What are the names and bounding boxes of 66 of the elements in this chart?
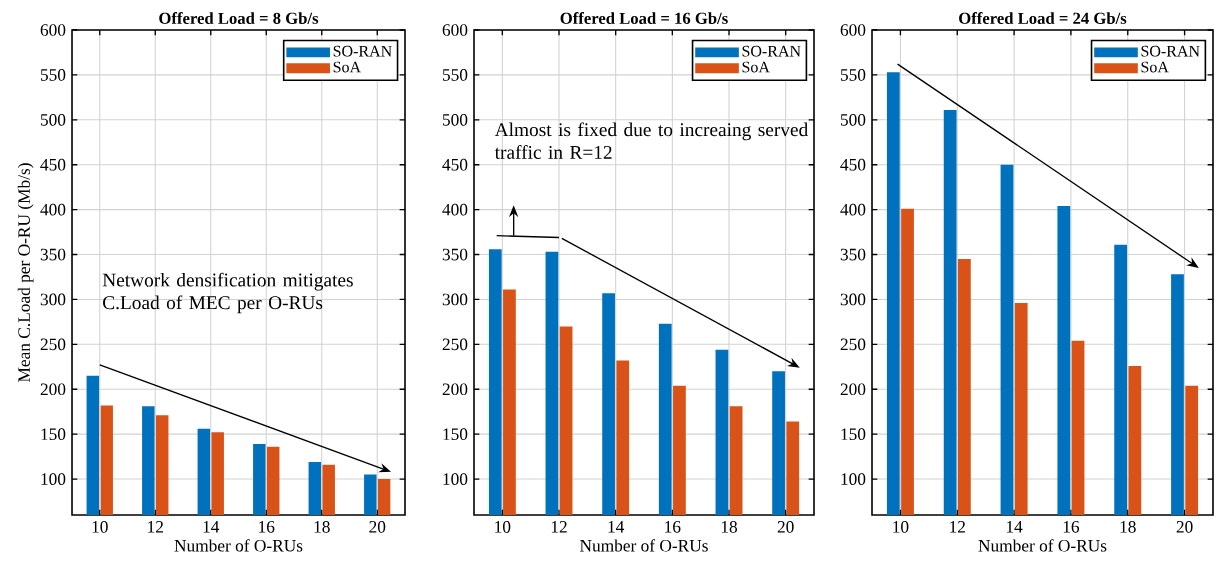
y-tick-label: 450 (40, 158, 66, 171)
y-tick-label: 400 (840, 203, 866, 216)
y-tick-label: 100 (841, 473, 866, 485)
x-tick-label: 18 (1120, 521, 1136, 533)
x-tick-label: 12 (551, 521, 567, 533)
x-tick-label: 14 (608, 521, 625, 533)
y-tick-label: 100 (443, 473, 468, 485)
x-tick-label: 20 (1176, 521, 1193, 533)
x-tick-label: 16 (1063, 521, 1080, 533)
x-tick-label: 16 (665, 521, 681, 533)
y-axis-title: Mean C.Load per O-RU (Mb/s) (17, 163, 34, 382)
y-tick-label: 250 (40, 338, 66, 351)
x-tick-label: 20 (369, 521, 386, 533)
y-tick-label: 300 (442, 293, 468, 306)
x-tick-label: 14 (203, 521, 220, 533)
y-tick-label: 100 (41, 473, 66, 485)
y-tick-label: 600 (40, 24, 66, 36)
x-tick-label: 10 (893, 521, 909, 533)
y-tick-label: 150 (443, 428, 468, 440)
y-tick-label: 200 (40, 383, 66, 396)
y-tick-label: 300 (40, 293, 66, 306)
x-tick-label: 10 (495, 521, 511, 533)
x-tick-label: 14 (1006, 521, 1023, 533)
y-tick-label: 450 (840, 158, 866, 171)
y-tick-label: 300 (840, 293, 866, 306)
chart-title: Offered Load = 8 Gb/s (159, 12, 319, 24)
legend-label: SO-RAN (742, 45, 801, 57)
x-axis-title: Number of O-RUs (174, 539, 303, 552)
y-tick-label: 550 (840, 69, 866, 81)
y-tick-label: 200 (442, 383, 468, 396)
annotation: Almost is fixed due to increaing served traffic in R=12 (494, 122, 808, 159)
x-axis-title: Number of O-RUs (580, 539, 708, 552)
y-tick-label: 350 (442, 248, 468, 261)
legend-label: SO-RAN (333, 45, 392, 57)
y-tick-label: 150 (841, 428, 866, 440)
x-tick-label: 12 (950, 521, 965, 533)
chart-title: Offered Load = 24 Gb/s (959, 12, 1127, 24)
y-tick-label: 500 (40, 113, 66, 126)
y-tick-label: 550 (442, 69, 468, 81)
x-tick-label: 20 (777, 521, 794, 533)
x-tick-label: 16 (259, 521, 275, 533)
y-tick-label: 200 (840, 383, 866, 396)
legend-label: SO-RAN (1141, 45, 1200, 57)
x-tick-label: 10 (92, 521, 108, 533)
legend-label: SoA (333, 61, 361, 73)
legend-label: SoA (1141, 61, 1169, 73)
y-tick-label: 600 (442, 24, 468, 36)
x-tick-label: 12 (148, 521, 163, 533)
y-tick-label: 450 (442, 158, 468, 171)
y-tick-label: 250 (442, 338, 468, 351)
annotation: Network densification mitigates C.Load of MEC per O-RUs (102, 272, 353, 314)
y-tick-label: 350 (40, 248, 66, 261)
y-tick-label: 250 (840, 338, 866, 351)
y-tick-label: 150 (41, 428, 66, 440)
x-axis-title: Number of O-RUs (978, 539, 1107, 552)
y-tick-label: 500 (442, 113, 468, 126)
y-tick-label: 600 (840, 24, 866, 36)
y-tick-label: 500 (840, 113, 866, 126)
x-tick-label: 18 (721, 521, 738, 533)
y-tick-label: 350 (840, 248, 866, 261)
y-tick-label: 550 (40, 69, 66, 81)
x-tick-label: 18 (314, 521, 330, 533)
y-tick-label: 400 (442, 203, 468, 216)
legend-label: SoA (742, 61, 770, 73)
chart-title: Offered Load = 16 Gb/s (560, 12, 728, 24)
y-tick-label: 400 (40, 203, 66, 216)
